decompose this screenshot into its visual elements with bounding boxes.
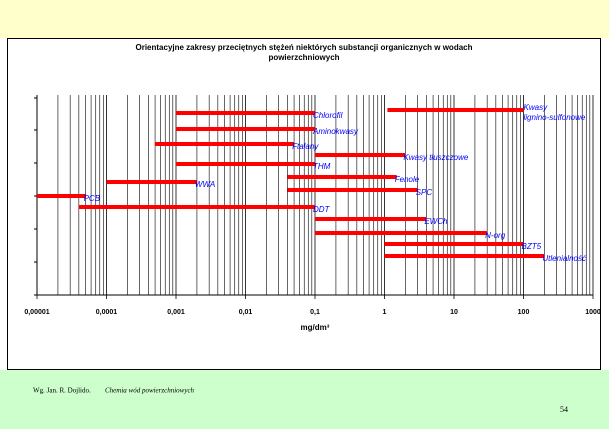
range-bar [106, 180, 197, 184]
bar-label: Utlenialność [542, 254, 586, 263]
bar-label: Chlorofil [313, 111, 343, 120]
x-axis-title: mg/dm³ [301, 323, 330, 332]
bar-label: WWA [195, 180, 215, 189]
bar-label: EWCh [424, 217, 448, 226]
range-bar [387, 108, 524, 112]
bar-label: DDT [313, 205, 331, 214]
x-tick-label: 0,001 [167, 309, 185, 316]
bar-label: Fenole [395, 175, 420, 184]
chart-title: Orientacyjne zakresy przeciętnych stężeń… [135, 43, 472, 62]
range-bar [315, 153, 406, 157]
bar-label: Kwasy tłuszczowe [403, 153, 468, 162]
range-bar [384, 254, 545, 258]
x-tick-label: 10 [450, 309, 458, 316]
bar-label: PCB [84, 194, 101, 203]
x-tick-label: 100 [518, 309, 530, 316]
bar-label: Kwasy lignino-sulfonowe [524, 103, 586, 122]
bar-label: THM [313, 162, 331, 171]
page-number: 54 [560, 405, 568, 414]
x-tick-label: 1000 [585, 309, 601, 316]
range-bar [315, 217, 427, 221]
range-bar [315, 231, 488, 235]
x-tick-label: 0,0001 [96, 309, 118, 316]
bar-label: SPC [416, 188, 433, 197]
bar-label: BZT5 [522, 242, 542, 251]
x-tick-label: 1 [383, 309, 387, 316]
x-tick-label: 0,01 [239, 309, 253, 316]
footer-source: Chemia wód powierzchniowych [105, 387, 195, 395]
bar-label: Aminokwasy [312, 127, 359, 136]
range-bar [176, 111, 315, 115]
x-tick-label: 0,00001 [24, 309, 49, 316]
bar-label: N-org [485, 231, 506, 240]
range-bar [155, 142, 295, 146]
bar-label: Ftalany [292, 142, 319, 151]
footer-credit: Wg. Jan. R. Dojlido. [33, 387, 91, 395]
top-band [0, 0, 609, 38]
x-tick-label: 0,1 [310, 309, 320, 316]
range-bar [176, 162, 315, 166]
range-bar [384, 242, 524, 246]
range-bar [287, 188, 418, 192]
range-bar [287, 175, 397, 179]
range-bar [78, 205, 315, 209]
range-bar [37, 194, 86, 198]
range-bar [176, 127, 315, 131]
bottom-band [0, 370, 609, 429]
